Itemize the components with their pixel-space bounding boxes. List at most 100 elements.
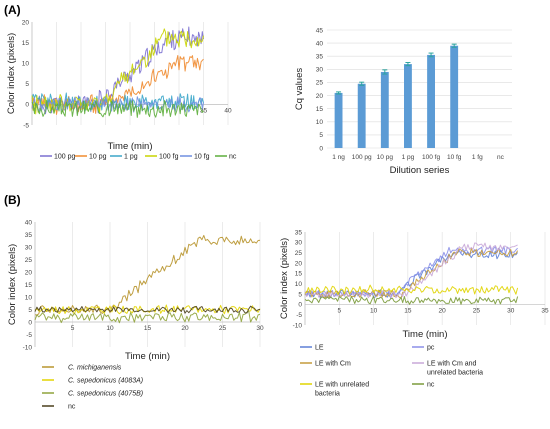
y-tick-label: 25 (316, 80, 324, 87)
y-tick-label: 25 (25, 257, 33, 264)
legend-label: 100 fg (159, 154, 179, 161)
y-tick-label: 10 (25, 294, 33, 301)
legend-label: 100 pg (54, 154, 76, 161)
y-tick-label: 5 (25, 81, 29, 88)
bar (404, 64, 412, 148)
y-tick-label: 15 (295, 271, 303, 278)
x-tick-label: 35 (541, 307, 549, 314)
y-tick-label: 20 (25, 269, 33, 276)
y-tick-label: 15 (22, 40, 30, 47)
category-label: 1 pg (402, 154, 415, 161)
x-axis-label: Dilution series (390, 165, 450, 176)
bar (357, 83, 366, 148)
series-line (304, 250, 519, 299)
y-axis-label: Color index (pixels) (7, 244, 18, 325)
y-tick-label: 30 (316, 67, 324, 74)
y-tick-label: 25 (295, 250, 303, 257)
y-tick-label: 20 (295, 260, 303, 267)
series-line (304, 242, 518, 299)
chart-b2-line: -10 -5 0 5 10 15 20 25 30 35 5 10 15 20 25 30 35 Time (mi… (279, 229, 549, 397)
x-tick-label: 15 (144, 325, 152, 332)
y-tick-label: 5 (319, 132, 323, 139)
y-tick-label: 35 (316, 54, 324, 61)
x-tick-label: 25 (219, 325, 227, 332)
series-line (304, 246, 518, 299)
bar (427, 54, 435, 148)
x-tick-label: 5 (71, 325, 75, 332)
y-tick-label: 0 (298, 302, 302, 309)
category-label: nc (497, 154, 505, 161)
y-tick-label: 20 (316, 93, 324, 100)
y-tick-label: 0 (319, 145, 323, 152)
x-tick-label: 20 (439, 307, 447, 314)
y-axis-label: Cq values (294, 68, 305, 110)
y-tick-label: 20 (22, 19, 30, 26)
x-tick-label: 10 (370, 307, 378, 314)
x-tick-label: 15 (404, 307, 412, 314)
y-tick-label: 5 (298, 291, 302, 298)
category-label: 100 pg (352, 154, 372, 161)
y-tick-label: -5 (23, 122, 29, 129)
x-tick-label: 5 (337, 307, 341, 314)
y-tick-label: 15 (25, 282, 33, 289)
y-axis-label: Color index (pixels) (6, 33, 17, 114)
legend-label: LE (315, 345, 324, 352)
legend-label: LE with unrelated bacteria (315, 382, 369, 398)
legend-label: 10 fg (194, 154, 210, 161)
y-tick-label: 35 (295, 229, 303, 236)
y-tick-label: 10 (22, 61, 30, 68)
x-tick-label: 30 (507, 307, 515, 314)
y-tick-label: 35 (25, 232, 33, 239)
x-axis-label: Time (min) (402, 329, 447, 340)
legend-label: C. sepedonicus (4075B) (68, 391, 143, 398)
bar (380, 71, 389, 148)
y-axis-label: Color index (pixels) (279, 238, 290, 319)
legend-label: LE with Cm (315, 361, 351, 368)
category-label: 1 fg (472, 154, 483, 161)
legend-label: nc (68, 404, 76, 411)
y-tick-label: 5 (28, 307, 32, 314)
x-tick-label: 25 (473, 307, 481, 314)
y-tick-label: 10 (316, 119, 324, 126)
legend-label: 10 pg (89, 154, 107, 161)
category-label: 10 fg (447, 154, 462, 161)
y-tick-label: -5 (296, 312, 302, 319)
series-line (31, 28, 204, 115)
y-tick-label: 40 (316, 40, 324, 47)
x-tick-label: 20 (181, 325, 189, 332)
y-tick-label: 45 (316, 27, 324, 34)
legend-label: LE with Cm and unrelated bacteria (427, 361, 483, 377)
legend-label: C. michiganensis (68, 365, 122, 372)
legend-label: C. sepedonicus (4083A) (68, 378, 143, 385)
series-line (34, 310, 261, 324)
y-tick-label: 15 (316, 106, 324, 113)
y-tick-label: 30 (295, 240, 303, 247)
legend-label: 1 pg (124, 154, 138, 161)
x-axis-label: Time (min) (125, 351, 170, 362)
series-line (31, 99, 204, 118)
series-line (34, 234, 261, 316)
y-tick-label: -10 (23, 344, 33, 351)
y-tick-label: 0 (25, 102, 29, 109)
bar (334, 92, 343, 148)
panel-label-b: (B) (4, 193, 21, 207)
legend-label: nc (427, 382, 435, 389)
y-tick-label: 0 (28, 319, 32, 326)
chart-b1-line: -10 -5 0 5 10 15 20 25 30 35 40 5 10 15 20 25 30 Time (mi… (7, 219, 264, 410)
panel-label-a: (A) (4, 3, 21, 17)
category-label: 100 fg (422, 154, 440, 161)
x-tick-label: 10 (106, 325, 114, 332)
x-tick-label: 40 (224, 107, 232, 114)
chart-a2-bar: 0 5 10 15 20 25 30 35 40 45 1 ng 100 pg 10 pg 1 pg 100… (294, 27, 512, 176)
y-tick-label: 30 (25, 244, 33, 251)
legend-label: nc (229, 154, 237, 161)
y-tick-label: -10 (293, 322, 303, 329)
y-tick-label: 10 (295, 281, 303, 288)
series-line (304, 295, 519, 305)
bar (450, 45, 459, 148)
legend-label: pc (427, 345, 435, 352)
y-tick-label: -5 (26, 332, 32, 339)
x-axis-label: Time (min) (107, 141, 152, 152)
